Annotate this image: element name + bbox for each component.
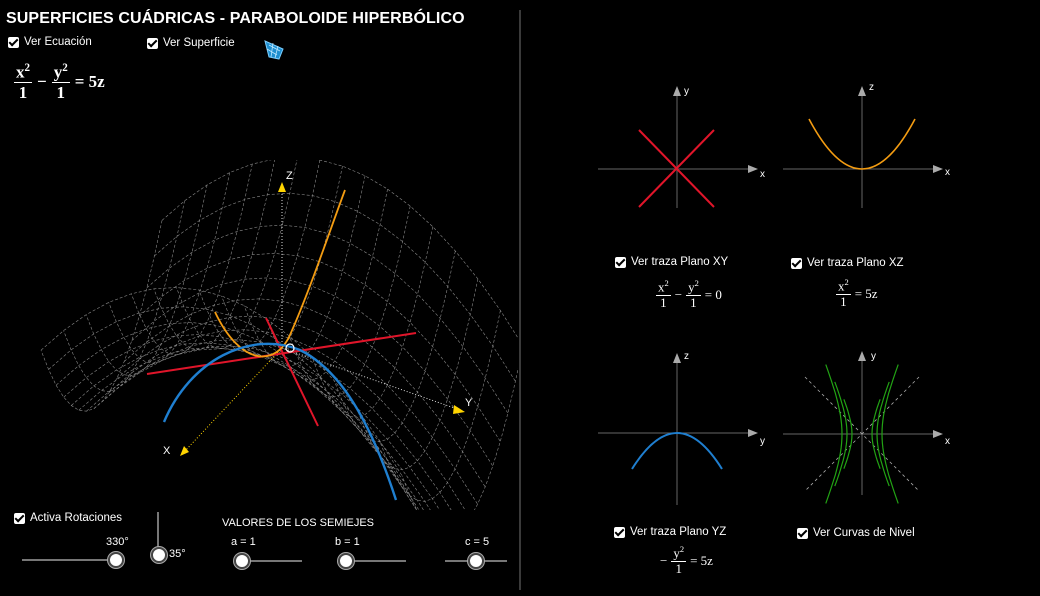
mesh-line	[40, 287, 403, 476]
mesh-line	[288, 206, 411, 398]
mesh-line	[243, 175, 366, 367]
checkbox-checked-icon	[14, 512, 25, 524]
mesh-line	[266, 189, 388, 381]
surface-3d-view[interactable]: Z X Y	[0, 160, 518, 510]
trace-yz-h-axis-label: y	[760, 436, 765, 447]
x-axis-arrow	[180, 446, 189, 456]
a-slider-label: a = 1	[231, 536, 256, 548]
level-curve	[871, 399, 881, 469]
z-axis-arrow	[278, 182, 286, 192]
trace-xy-h-axis-label: x	[760, 169, 765, 180]
trace-xz-h-axis-label: x	[945, 167, 950, 178]
curvas-nivel-label: Ver Curvas de Nivel	[813, 527, 915, 539]
traza-xy-checkbox[interactable]: Ver traza Plano XY	[615, 256, 728, 268]
activa-rotaciones-label: Activa Rotaciones	[30, 512, 123, 524]
x-axis	[183, 347, 283, 453]
b-slider-label: b = 1	[335, 536, 360, 548]
y-axis-arrow	[453, 405, 465, 414]
c-slider-knob[interactable]	[468, 553, 484, 569]
panel-divider	[519, 10, 521, 590]
rotation-h-knob[interactable]	[108, 552, 124, 568]
c-slider-label: c = 5	[465, 536, 490, 548]
trace-xy-graph: x y	[598, 86, 765, 208]
origin-point	[285, 343, 295, 353]
level-curve	[876, 381, 890, 487]
mesh-line	[40, 220, 163, 412]
checkbox-checked-icon	[614, 526, 625, 538]
traza-xz-label: Ver traza Plano XZ	[807, 257, 904, 269]
mesh-line	[198, 160, 321, 352]
rotation-v-track[interactable]	[157, 512, 159, 558]
trace-xz-graph: x z	[783, 82, 950, 208]
mesh-line	[131, 163, 253, 356]
level-curve	[881, 364, 899, 504]
axis-label-y: Y	[465, 397, 473, 409]
level-curve	[825, 364, 843, 504]
y-axis	[281, 347, 461, 411]
trace-xy-line-2	[265, 317, 319, 427]
traza-xy-label: Ver traza Plano XY	[631, 256, 729, 268]
activa-rotaciones-checkbox[interactable]: Activa Rotaciones	[14, 512, 122, 524]
mesh-line	[108, 329, 466, 510]
page-title: SUPERFICIES CUÁDRICAS - PARABOLOIDE HIPE…	[6, 10, 465, 27]
mesh-line	[124, 298, 486, 488]
trace-yz-graph: y z	[598, 351, 765, 505]
mesh-line	[161, 160, 518, 339]
axis-label-z: Z	[286, 170, 293, 182]
curvas-nivel-h-axis-label: x	[945, 436, 950, 447]
ver-superficie-checkbox[interactable]: Ver Superficie	[147, 37, 235, 49]
level-curve	[843, 399, 853, 469]
mesh-line	[63, 200, 185, 392]
curvas-nivel-checkbox[interactable]: Ver Curvas de Nivel	[797, 527, 915, 539]
trace-xy-equation: x2 1 − y2 1 = 0	[656, 278, 722, 311]
checkbox-checked-icon	[797, 527, 808, 539]
ver-superficie-label: Ver Superficie	[163, 37, 235, 49]
mesh-line	[131, 277, 494, 467]
checkbox-checked-icon	[791, 257, 802, 269]
rotation-v-knob[interactable]	[151, 547, 167, 563]
rotation-h-value: 330°	[106, 536, 129, 548]
trace-xz-curve	[214, 189, 346, 358]
surface-icon[interactable]	[261, 37, 287, 63]
curvas-nivel-v-axis-label: y	[871, 351, 876, 362]
mesh-line	[146, 224, 509, 414]
curvas-nivel-graph: x y	[783, 351, 950, 504]
trace-xy-line-1	[146, 332, 417, 375]
main-equation: x2 1 − y2 1 = 5z	[14, 62, 105, 103]
rotation-v-value: 35°	[169, 548, 186, 560]
trace-xy-v-axis-label: y	[684, 86, 689, 97]
traza-yz-checkbox[interactable]: Ver traza Plano YZ	[614, 526, 726, 538]
traza-xz-checkbox[interactable]: Ver traza Plano XZ	[791, 257, 904, 269]
level-curve	[834, 381, 848, 487]
trace-xz-v-axis-label: z	[869, 82, 874, 93]
checkbox-checked-icon	[147, 37, 158, 49]
mesh-line	[153, 160, 275, 351]
mesh-line	[108, 172, 230, 364]
trace-yz-equation: − y2 1 = 5z	[660, 544, 713, 577]
mesh-line	[71, 342, 420, 510]
mesh-line	[86, 348, 431, 510]
mesh-line	[63, 334, 417, 510]
b-slider-knob[interactable]	[338, 553, 354, 569]
mesh-line	[176, 160, 298, 349]
checkbox-checked-icon	[615, 256, 626, 268]
mesh-line	[55, 322, 418, 510]
ver-ecuacion-label: Ver Ecuación	[24, 36, 92, 48]
b-slider-track[interactable]	[338, 560, 406, 562]
traza-yz-label: Ver traza Plano YZ	[630, 526, 727, 538]
rotation-h-track[interactable]	[22, 559, 124, 561]
axis-label-x: X	[163, 445, 171, 457]
semiejes-heading: VALORES DE LOS SEMIEJES	[222, 517, 375, 529]
surface-mesh	[40, 160, 518, 510]
trace-xz-equation: x2 1 = 5z	[836, 277, 878, 310]
ver-ecuacion-checkbox[interactable]: Ver Ecuación	[8, 36, 92, 48]
trace-yz-v-axis-label: z	[684, 351, 689, 362]
a-slider-track[interactable]	[234, 560, 302, 562]
trace-yz-curve	[162, 342, 398, 501]
checkbox-checked-icon	[8, 36, 19, 48]
mesh-line	[401, 367, 518, 510]
a-slider-knob[interactable]	[234, 553, 250, 569]
